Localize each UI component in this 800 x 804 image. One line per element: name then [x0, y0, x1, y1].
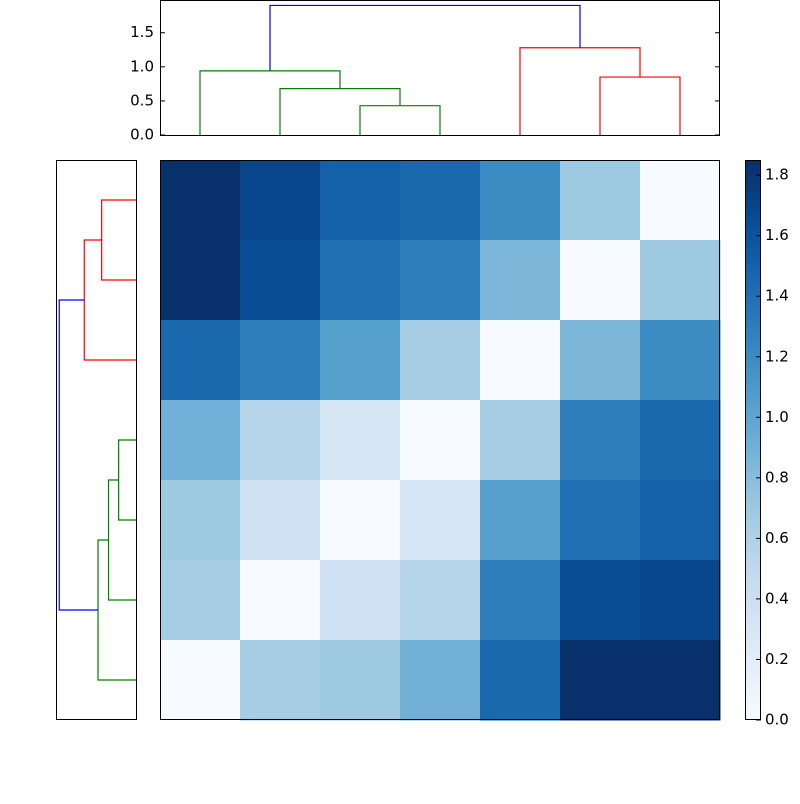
y-tick-label: 1.5	[130, 23, 154, 41]
colorbar-frame	[745, 160, 761, 720]
colorbar-tick-label: 0.6	[765, 529, 789, 547]
heatmap-cell	[240, 240, 321, 321]
dendrogram-link	[199, 70, 341, 135]
heatmap-cell	[640, 320, 721, 401]
colorbar-tick-label: 0.2	[765, 650, 789, 668]
dendrogram-link	[97, 539, 136, 681]
heatmap-cell	[240, 160, 321, 241]
plot-layer	[58, 4, 761, 721]
dendrogram-link	[101, 199, 136, 281]
dendrogram-link	[58, 299, 99, 611]
heatmap-cell	[160, 320, 241, 401]
colorbar-tick-label: 1.2	[765, 347, 789, 365]
heatmap-cell	[480, 480, 561, 561]
heatmap-cell	[480, 240, 561, 321]
heatmap-cell	[240, 400, 321, 481]
heatmap-cell	[400, 240, 481, 321]
colorbar-tick-label: 1.0	[765, 408, 789, 426]
heatmap-cell	[560, 640, 641, 721]
heatmap-cell	[480, 640, 561, 721]
heatmap-cell	[320, 320, 401, 401]
heatmap-cell	[640, 480, 721, 561]
heatmap-cell	[320, 480, 401, 561]
heatmap-cell	[320, 160, 401, 241]
dendrogram-link	[599, 76, 681, 135]
heatmap-cell	[480, 320, 561, 401]
heatmap-cell	[400, 320, 481, 401]
heatmap-cell	[640, 240, 721, 321]
heatmap-cell	[160, 480, 241, 561]
dendrogram-link	[83, 239, 136, 361]
heatmap-cell	[320, 240, 401, 321]
heatmap-cell	[240, 560, 321, 641]
heatmap-cell	[240, 640, 321, 721]
colorbar-tick-label: 0.0	[765, 711, 789, 729]
heatmap-cell	[480, 560, 561, 641]
heatmap-cell	[560, 480, 641, 561]
heatmap-cell	[400, 560, 481, 641]
heatmap-cell	[400, 640, 481, 721]
y-tick-label: 1.0	[130, 57, 154, 75]
heatmap-cell	[560, 320, 641, 401]
dendrogram-link	[107, 479, 136, 601]
heatmap-cell	[160, 160, 241, 241]
heatmap-cell	[640, 640, 721, 721]
heatmap-cell	[560, 560, 641, 641]
colorbar	[745, 160, 761, 720]
y-tick-label: 0.5	[130, 91, 154, 109]
heatmap-cell	[160, 640, 241, 721]
heatmap-cell	[480, 400, 561, 481]
heatmap-cell	[400, 160, 481, 241]
heatmap-cell	[320, 400, 401, 481]
heatmap-cell	[560, 240, 641, 321]
dendrogram-link	[269, 4, 581, 71]
heatmap-cell	[400, 400, 481, 481]
colorbar-tick-label: 1.8	[765, 166, 789, 184]
heatmap-cell	[240, 320, 321, 401]
left-dendrogram-frame	[56, 160, 137, 720]
colorbar-tick-label: 1.4	[765, 287, 789, 305]
y-tick-label: 0.0	[130, 126, 154, 144]
heatmap-cell	[560, 400, 641, 481]
heatmap-cell	[640, 560, 721, 641]
heatmap-cell	[640, 400, 721, 481]
dendrogram-link	[519, 47, 641, 135]
heatmap-cell	[320, 560, 401, 641]
heatmap-cell	[320, 640, 401, 721]
colorbar-tick-label: 0.4	[765, 589, 789, 607]
heatmap-frame	[160, 160, 720, 720]
heatmap-cell	[160, 240, 241, 321]
heatmap-cell	[640, 160, 721, 241]
dendrogram-link	[359, 105, 441, 135]
heatmap-cell	[160, 400, 241, 481]
dendrogram-link	[118, 439, 136, 521]
heatmap-cell	[160, 560, 241, 641]
heatmap-cell	[240, 480, 321, 561]
heatmap-cell	[400, 480, 481, 561]
dendrogram-link	[279, 88, 401, 135]
colorbar-tick-label: 1.6	[765, 226, 789, 244]
heatmap-cell	[480, 160, 561, 241]
colorbar-tick-label: 0.8	[765, 468, 789, 486]
heatmap-cell	[560, 160, 641, 241]
top-dendrogram-frame	[160, 0, 720, 136]
